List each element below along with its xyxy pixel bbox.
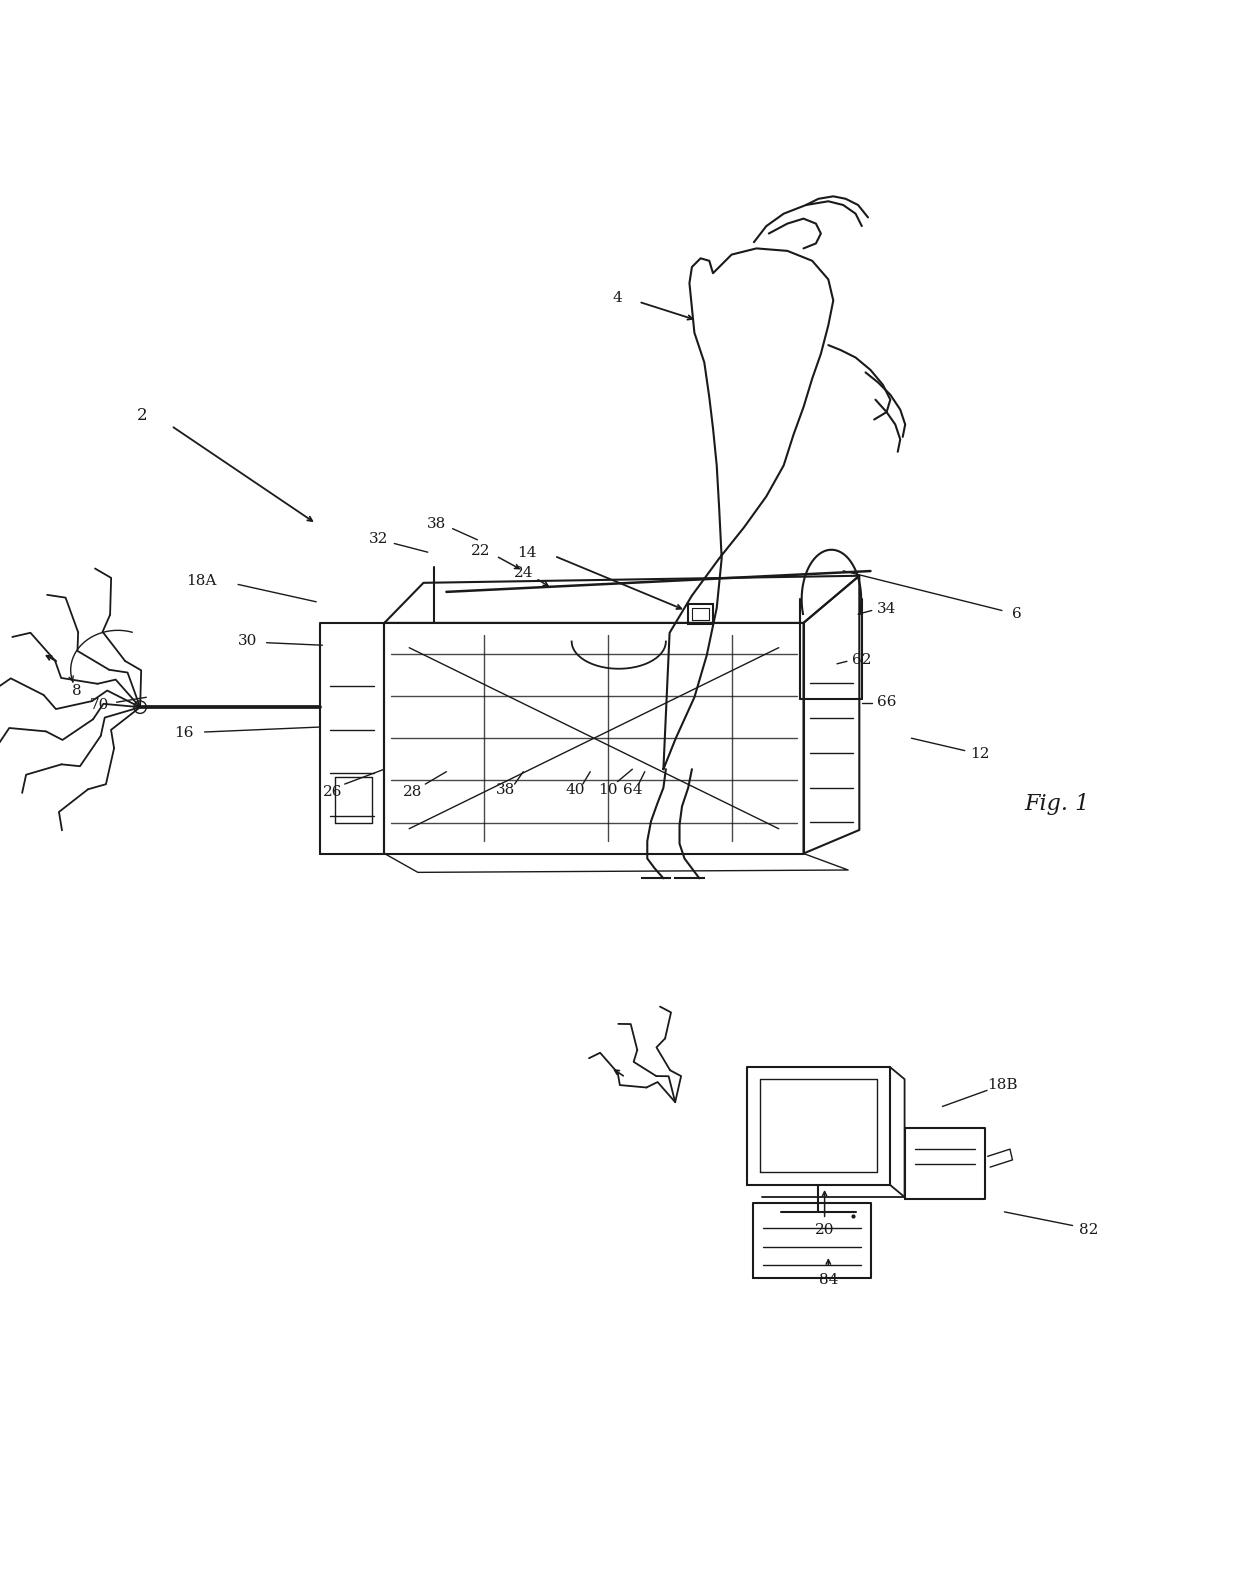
- Text: 32: 32: [368, 532, 388, 546]
- Text: 28: 28: [403, 784, 423, 799]
- Text: 24: 24: [513, 567, 533, 580]
- Text: 64: 64: [622, 783, 642, 797]
- Text: 38: 38: [496, 783, 516, 797]
- Text: 18A: 18A: [186, 573, 216, 588]
- Text: 10: 10: [598, 783, 618, 797]
- FancyBboxPatch shape: [688, 605, 713, 624]
- Text: 18B: 18B: [987, 1078, 1017, 1093]
- Text: 2: 2: [138, 407, 148, 424]
- Text: 30: 30: [238, 635, 258, 648]
- Text: Fig. 1: Fig. 1: [1024, 792, 1089, 815]
- Text: 6: 6: [1012, 607, 1022, 621]
- Text: 84: 84: [818, 1274, 838, 1288]
- Text: 8: 8: [72, 684, 82, 699]
- Text: 40: 40: [565, 783, 585, 797]
- Text: 22: 22: [471, 545, 491, 557]
- Text: 16: 16: [174, 726, 193, 740]
- Text: 82: 82: [1079, 1223, 1099, 1237]
- Text: 12: 12: [970, 748, 990, 761]
- Circle shape: [134, 700, 146, 713]
- Text: 14: 14: [517, 546, 537, 561]
- Text: 20: 20: [815, 1223, 835, 1237]
- Text: 38: 38: [427, 516, 446, 530]
- Text: 62: 62: [852, 653, 872, 667]
- Text: 4: 4: [613, 291, 622, 305]
- Text: 70: 70: [89, 697, 109, 711]
- Text: 34: 34: [877, 602, 897, 616]
- Text: 26: 26: [322, 784, 342, 799]
- Text: 66: 66: [877, 696, 897, 710]
